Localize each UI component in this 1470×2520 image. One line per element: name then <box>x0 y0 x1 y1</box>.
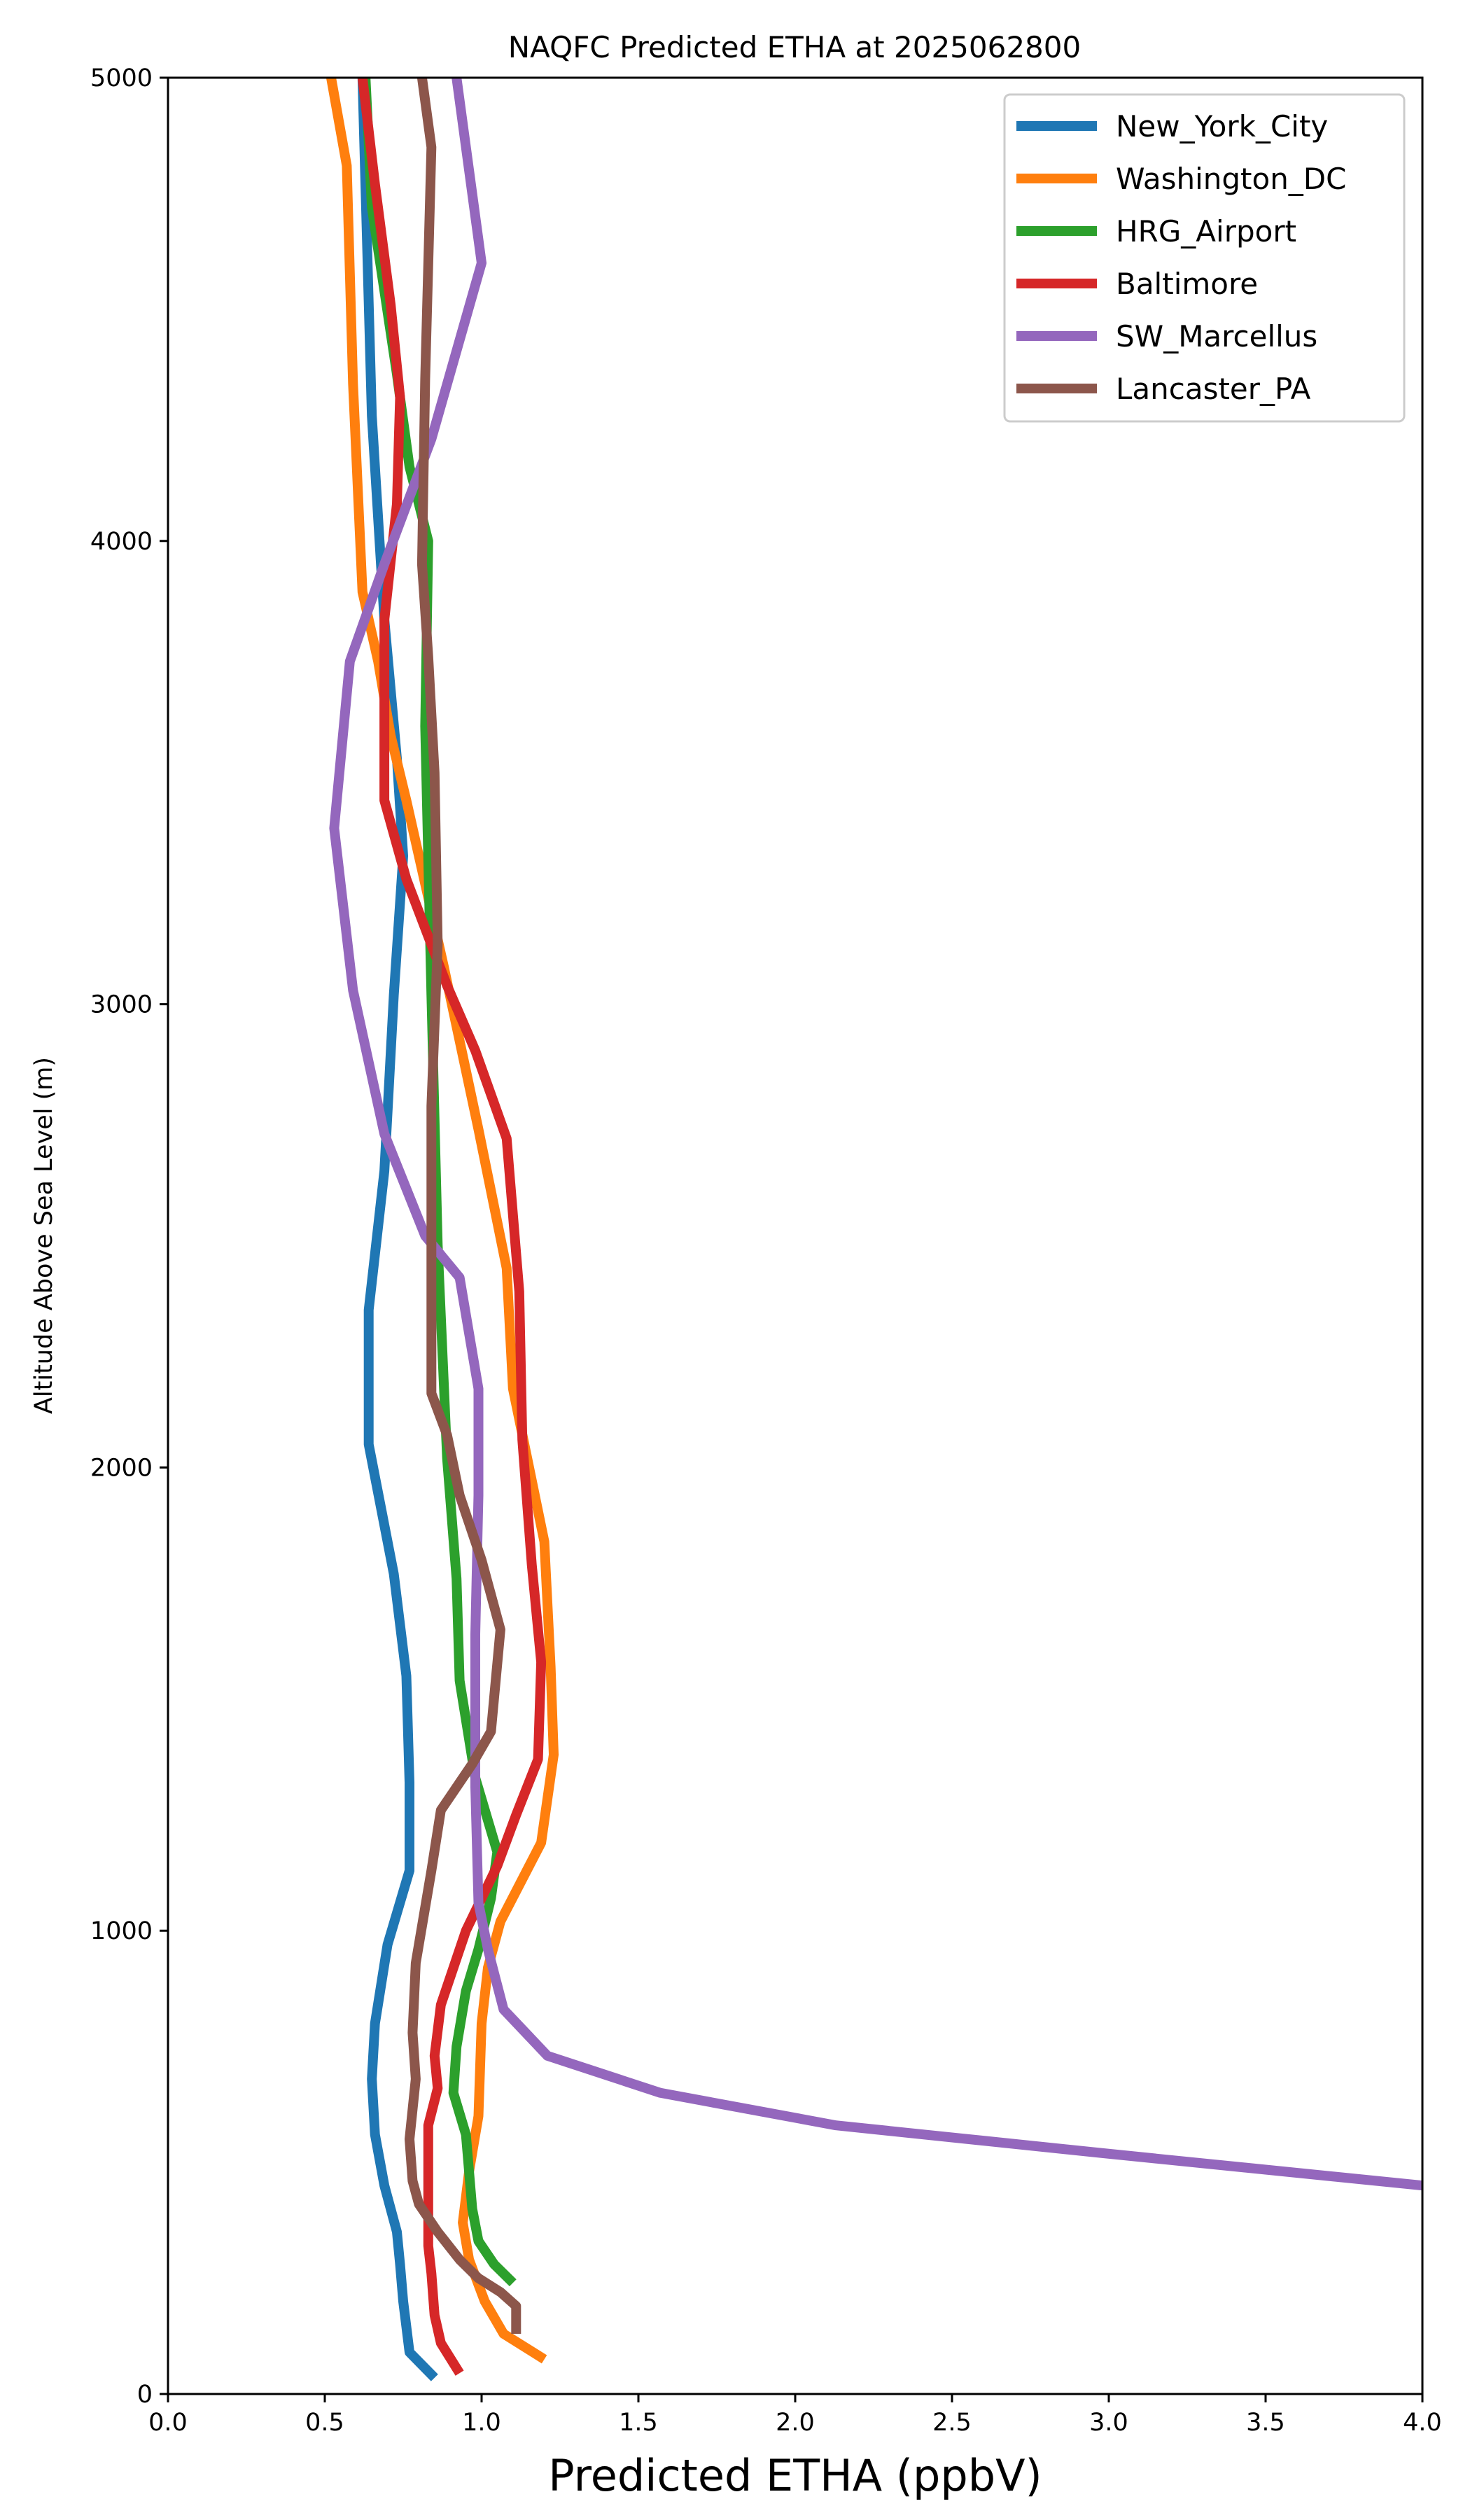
legend-label-washington-dc: Washington_DC <box>1116 162 1346 196</box>
y-tick-label: 5000 <box>90 64 153 92</box>
legend: New_York_City Washington_DC HRG_Airport Bal… <box>1003 93 1406 423</box>
x-axis-label: Predicted ETHA (ppbV) <box>548 2450 1042 2501</box>
series-line-sw-marcellus <box>329 78 1422 2191</box>
series-line-washington-dc <box>326 78 559 2364</box>
x-tick-label: 1.0 <box>462 2409 501 2437</box>
x-axis: 0.0 0.5 1.0 1.5 2.0 2.5 3.0 3.5 4.0 <box>148 2394 1442 2437</box>
legend-label-lancaster-pa: Lancaster_PA <box>1116 372 1311 406</box>
y-axis-label: Altitude Above Sea Level (m) <box>30 1057 58 1414</box>
legend-box <box>1003 93 1406 423</box>
x-tick-label: 3.5 <box>1246 2409 1285 2437</box>
series-line-lancaster-pa <box>405 78 522 2334</box>
y-axis: 0 1000 2000 3000 4000 5000 <box>90 64 168 2409</box>
x-tick-label: 4.0 <box>1403 2409 1442 2437</box>
y-tick-label: 4000 <box>90 528 153 556</box>
x-tick-label: 0.0 <box>148 2409 188 2437</box>
legend-label-new-york-city: New_York_City <box>1116 109 1328 144</box>
x-tick-label: 0.5 <box>305 2409 344 2437</box>
legend-label-sw-marcellus: SW_Marcellus <box>1116 319 1317 354</box>
series-line-baltimore <box>357 78 547 2376</box>
legend-label-baltimore: Baltimore <box>1116 267 1258 301</box>
y-tick-label: 1000 <box>90 1917 153 1945</box>
legend-label-hrg-airport: HRG_Airport <box>1116 214 1296 248</box>
y-tick-label: 3000 <box>90 991 153 1019</box>
chart-title: NAQFC Predicted ETHA at 2025062800 <box>508 30 1081 64</box>
x-tick-label: 1.5 <box>619 2409 658 2437</box>
y-tick-label: 0 <box>137 2381 153 2409</box>
series-layer <box>326 78 1422 2381</box>
x-tick-label: 2.0 <box>776 2409 815 2437</box>
y-tick-label: 2000 <box>90 1454 153 1482</box>
x-tick-label: 2.5 <box>932 2409 972 2437</box>
x-tick-label: 3.0 <box>1089 2409 1128 2437</box>
